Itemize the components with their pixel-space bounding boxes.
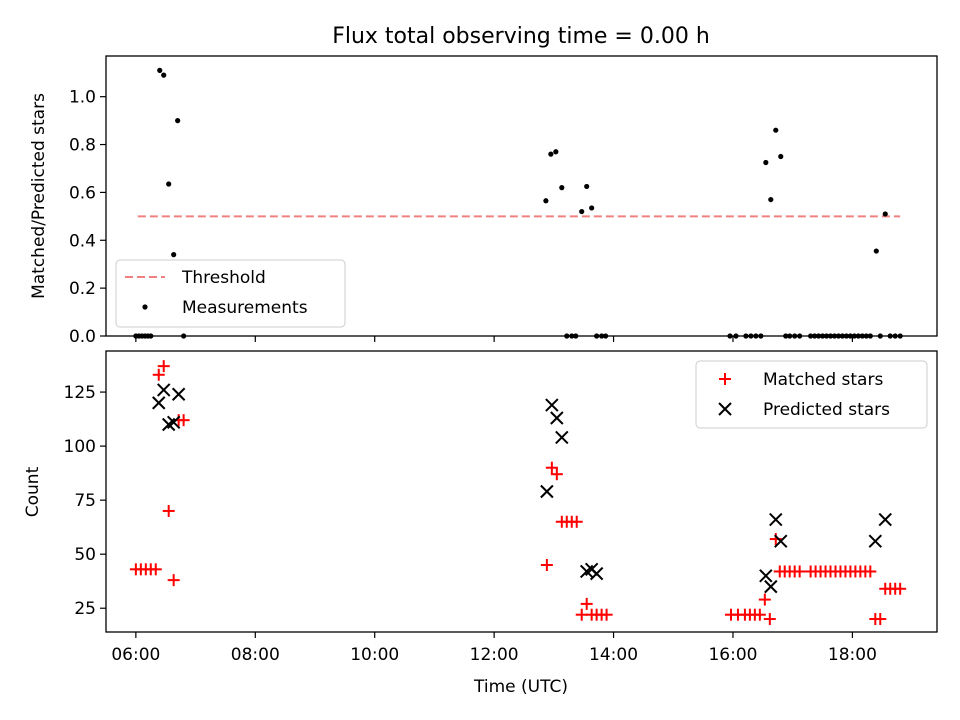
bottom-y-tick-label: 100 <box>64 437 96 457</box>
x-tick-label: 08:00 <box>231 645 280 665</box>
legend-predicted-label: Predicted stars <box>763 400 890 420</box>
matched-stars-point <box>157 360 170 373</box>
bottom-legend: Matched stars Predicted stars <box>695 360 928 429</box>
matched-stars-point <box>152 368 165 381</box>
legend-measurements-label: Measurements <box>182 298 308 318</box>
measurement-point <box>768 196 774 203</box>
top-legend-box <box>115 259 346 328</box>
measurement-point <box>589 205 595 211</box>
measurement-point <box>157 67 163 73</box>
x-tick-label: 06:00 <box>111 645 160 665</box>
legend-matched-label: Matched stars <box>763 370 883 390</box>
bottom-y-ticks: 25 50 75 100 125 <box>64 383 106 619</box>
top-y-tick-label: 0.8 <box>69 136 96 156</box>
measurement-point <box>543 198 549 204</box>
matched-stars-point <box>758 593 771 606</box>
predicted-stars-point <box>878 512 892 527</box>
predicted-stars-point <box>540 484 554 499</box>
measurement-point <box>553 149 559 155</box>
measurement-point <box>166 181 172 187</box>
measurement-point <box>548 151 554 157</box>
matched-stars-point <box>540 558 553 571</box>
top-y-tick-label: 0.4 <box>69 231 96 251</box>
bottom-axes-frame <box>105 350 938 633</box>
predicted-stars-point <box>555 430 569 445</box>
matched-stars-point <box>545 461 558 474</box>
top-axes-frame <box>105 55 938 337</box>
matched-stars-point <box>894 582 907 595</box>
matched-stars-point <box>167 574 180 587</box>
legend-measurements-marker <box>142 304 148 310</box>
figure-title: Flux total observing time = 0.00 h <box>332 24 710 49</box>
legend-matched-marker <box>719 373 731 385</box>
matched-stars-point <box>570 515 583 528</box>
predicted-stars-point <box>774 534 788 548</box>
matched-stars-point <box>177 414 190 427</box>
predicted-stars-point <box>764 579 778 594</box>
measurement-point <box>778 153 784 160</box>
predicted-stars-point <box>152 396 166 410</box>
matched-stars-point <box>600 608 613 621</box>
predicted-stars-point <box>759 569 773 583</box>
x-tick-label: 18:00 <box>828 645 877 665</box>
top-y-axis-label: Matched/Predicted stars <box>29 93 49 299</box>
measurement-point <box>579 208 585 215</box>
predicted-stars-point <box>868 534 883 548</box>
measurement-point <box>171 252 177 258</box>
measurement-point <box>773 127 779 133</box>
x-tick-label: 14:00 <box>589 645 638 665</box>
predicted-stars-point <box>171 387 186 401</box>
top-y-ticks: 0.0 0.2 0.4 0.6 0.8 1.0 <box>69 88 106 347</box>
measurement-point <box>161 72 167 78</box>
legend-predicted-marker <box>718 402 732 416</box>
bottom-panel: 25 50 75 100 125 06:00 08:00 10:00 12:00 14:00 16… <box>23 350 938 697</box>
measurement-point <box>175 118 181 124</box>
predicted-stars-point <box>157 383 171 397</box>
top-y-tick-label: 0.0 <box>69 327 96 347</box>
measurement-point <box>584 183 590 190</box>
matched-stars-point <box>580 597 593 610</box>
bottom-legend-box <box>695 360 928 429</box>
predicted-stars-point <box>589 566 604 581</box>
matched-stars-point <box>874 613 887 626</box>
x-tick-label: 12:00 <box>470 645 519 665</box>
matched-stars-point <box>550 468 563 481</box>
top-x-ticks <box>135 336 854 342</box>
measurement-point <box>763 159 769 166</box>
bottom-x-ticks: 06:00 08:00 10:00 12:00 14:00 16:00 18:00 <box>111 632 877 665</box>
measurement-point <box>559 185 565 191</box>
top-legend: Threshold Measurements <box>115 259 346 328</box>
bottom-y-axis-label: Count <box>23 466 43 517</box>
measurement-point <box>873 248 879 254</box>
predicted-stars-point <box>166 415 181 430</box>
matched-stars-point <box>162 504 175 517</box>
bottom-y-tick-label: 25 <box>74 599 96 619</box>
bottom-y-tick-label: 75 <box>74 491 96 511</box>
x-tick-label: 10:00 <box>350 645 399 665</box>
x-axis-label: Time (UTC) <box>473 677 568 697</box>
legend-threshold-label: Threshold <box>181 268 266 288</box>
matched-stars-point <box>753 608 766 621</box>
top-y-tick-label: 0.2 <box>69 279 96 299</box>
bottom-y-tick-label: 125 <box>64 383 96 403</box>
predicted-stars-point <box>769 512 783 527</box>
top-y-tick-label: 0.6 <box>69 183 96 203</box>
measurement-point <box>882 211 888 217</box>
top-panel: 0.0 0.2 0.4 0.6 0.8 1.0 Matched/Predicted sta… <box>29 55 938 347</box>
predicted-stars-point <box>550 411 564 425</box>
predicted-stars-point <box>545 398 559 412</box>
bottom-y-tick-label: 50 <box>74 545 96 565</box>
bottom-plot-data <box>129 360 907 626</box>
matched-stars-point <box>793 565 806 578</box>
matched-stars-point <box>763 613 776 626</box>
matched-stars-point <box>149 563 162 576</box>
top-y-tick-label: 1.0 <box>69 88 96 108</box>
x-tick-label: 16:00 <box>708 645 757 665</box>
matched-stars-point <box>864 565 877 578</box>
